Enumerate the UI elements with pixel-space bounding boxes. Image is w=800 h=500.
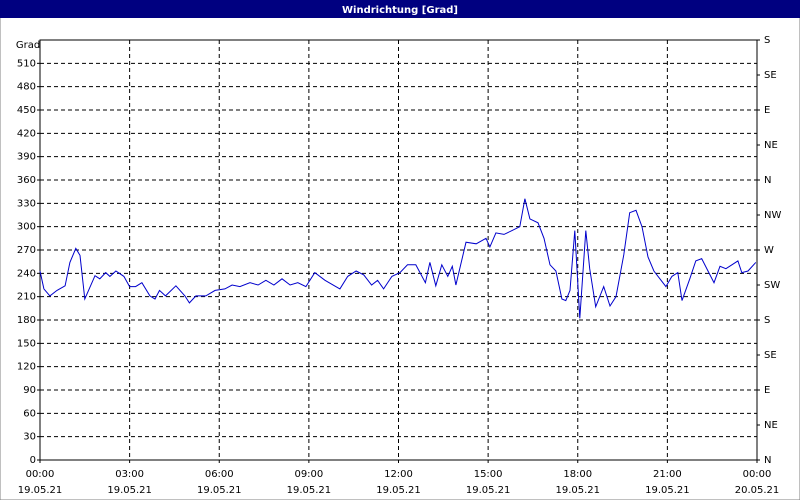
x-tick-label: 03:00 — [115, 469, 144, 480]
x-tick-date: 19.05.21 — [645, 485, 690, 496]
y-tick-label: 0 — [30, 455, 36, 466]
y-tick-label: 270 — [17, 245, 36, 256]
x-tick-date: 19.05.21 — [197, 485, 242, 496]
y2-tick-label: NE — [764, 140, 778, 151]
y-tick-label: 240 — [17, 268, 36, 279]
y-tick-label: 90 — [23, 385, 36, 396]
y2-tick-label: W — [764, 245, 774, 256]
y2-tick-label: SE — [764, 350, 777, 361]
x-tick-label: 12:00 — [384, 469, 413, 480]
y-tick-label: 120 — [17, 362, 36, 373]
x-tick-label: 06:00 — [205, 469, 234, 480]
y-tick-label: 300 — [17, 222, 36, 233]
y-tick-label: 150 — [17, 338, 36, 349]
y-tick-label: 450 — [17, 105, 36, 116]
y-tick-label: 30 — [23, 432, 36, 443]
x-tick-label: 15:00 — [474, 469, 503, 480]
x-tick-label: 09:00 — [294, 469, 323, 480]
y-tick-label: 180 — [17, 315, 36, 326]
x-tick-date: 20.05.21 — [735, 485, 780, 496]
chart-title: Windrichtung [Grad] — [342, 5, 458, 16]
y-tick-label: 510 — [17, 58, 36, 69]
y2-tick-label: NW — [764, 210, 781, 221]
y2-tick-label: S — [764, 35, 770, 46]
y-tick-label: 390 — [17, 152, 36, 163]
title-bar — [0, 0, 800, 18]
y2-tick-label: SE — [764, 70, 777, 81]
y-tick-label: 210 — [17, 292, 36, 303]
y-tick-label: 330 — [17, 198, 36, 209]
y2-tick-label: E — [764, 385, 770, 396]
y2-tick-label: SW — [764, 280, 780, 291]
x-tick-date: 19.05.21 — [18, 485, 63, 496]
data-line — [39, 198, 757, 319]
y-tick-label: 420 — [17, 128, 36, 139]
x-tick-label: 00:00 — [743, 469, 772, 480]
x-tick-label: 18:00 — [563, 469, 592, 480]
x-tick-date: 19.05.21 — [287, 485, 332, 496]
y2-tick-label: NE — [764, 420, 778, 431]
x-tick-date: 19.05.21 — [555, 485, 600, 496]
y-tick-label: 480 — [17, 82, 36, 93]
y2-tick-label: N — [764, 455, 771, 466]
y2-tick-label: N — [764, 175, 771, 186]
y-axis-label: Grad — [16, 40, 40, 51]
x-tick-date: 19.05.21 — [107, 485, 152, 496]
x-tick-date: 19.05.21 — [466, 485, 511, 496]
y2-tick-label: S — [764, 315, 770, 326]
x-tick-label: 21:00 — [653, 469, 682, 480]
x-tick-label: 00:00 — [26, 469, 55, 480]
y2-tick-label: E — [764, 105, 770, 116]
y-tick-label: 60 — [23, 408, 36, 419]
y-tick-label: 360 — [17, 175, 36, 186]
x-tick-date: 19.05.21 — [376, 485, 421, 496]
